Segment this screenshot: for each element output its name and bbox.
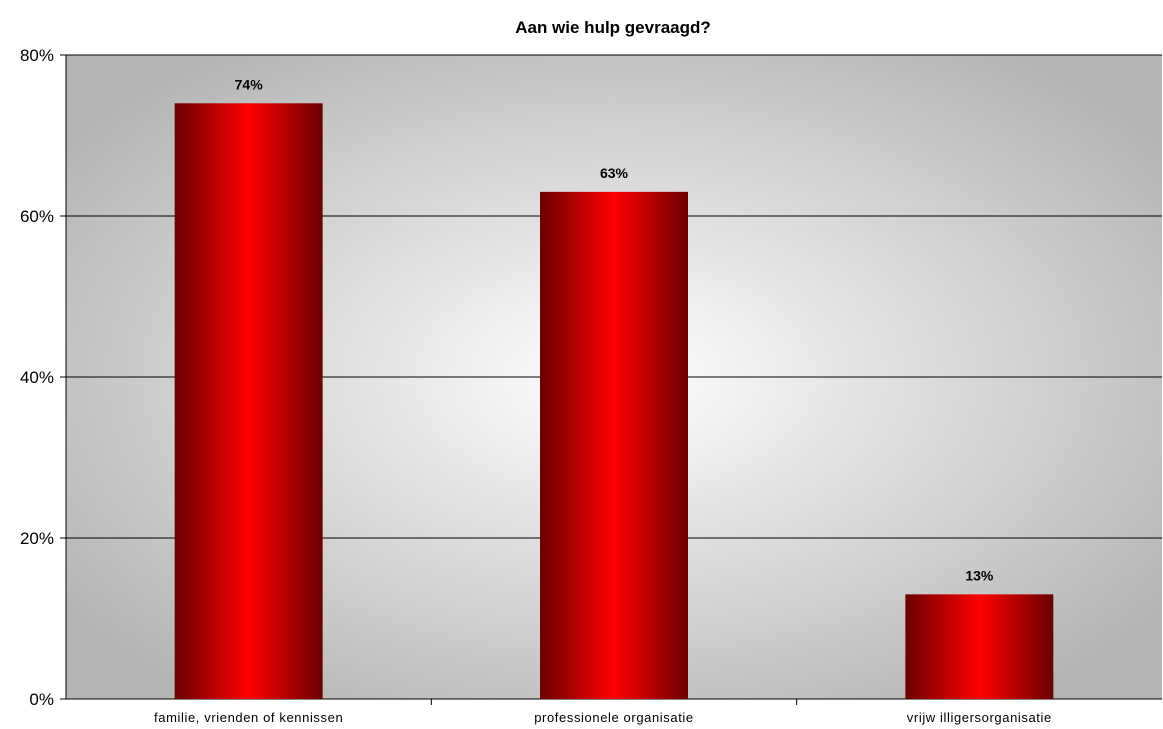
bar <box>540 191 688 699</box>
x-tick-label: vrijw illigersorganisatie <box>907 710 1052 725</box>
y-tick-label: 0% <box>29 690 54 709</box>
bars <box>174 103 1054 700</box>
y-tick-label: 20% <box>20 529 54 548</box>
chart-title: Aan wie hulp gevraagd? <box>515 18 711 37</box>
data-label: 13% <box>965 567 994 583</box>
data-label: 63% <box>600 165 629 181</box>
x-tick-label: professionele organisatie <box>534 710 694 725</box>
y-tick-label: 60% <box>20 207 54 226</box>
y-tick-label: 40% <box>20 368 54 387</box>
labels: 0% 20% 40% 60% 80% 74% familie, vrienden of ke… <box>20 46 1052 725</box>
bar <box>174 103 323 700</box>
data-label: 74% <box>235 76 264 92</box>
x-tick-label: familie, vrienden of kennissen <box>154 710 343 725</box>
bar <box>905 594 1054 699</box>
y-tick-label: 80% <box>20 46 54 65</box>
